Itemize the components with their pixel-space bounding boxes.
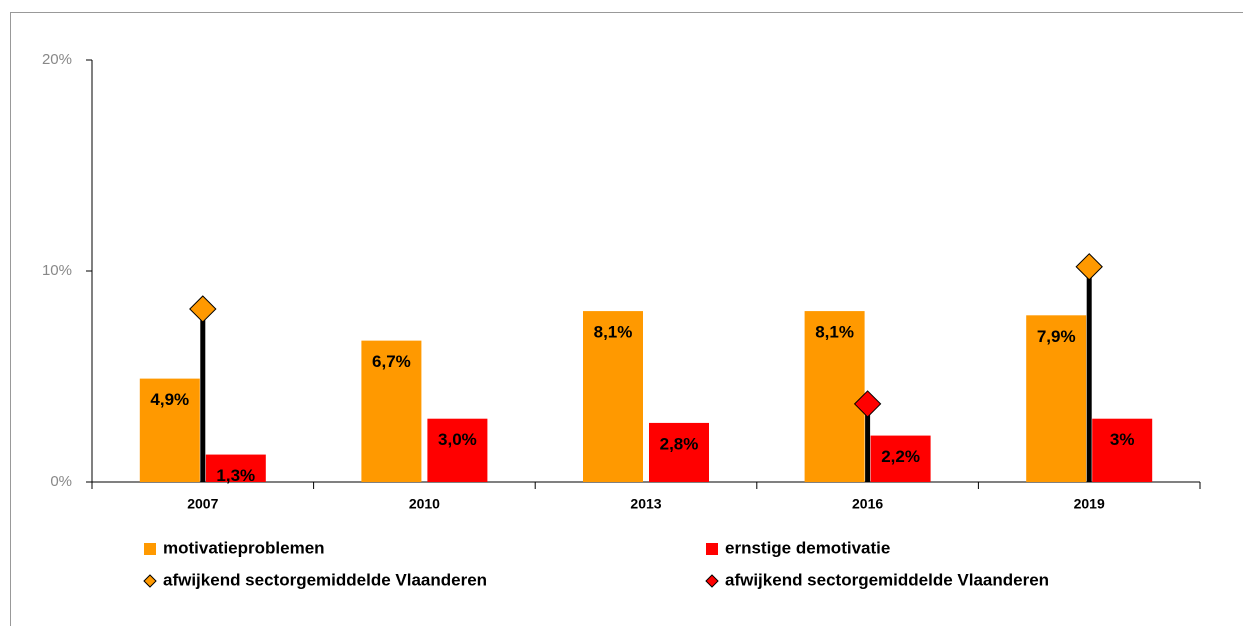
legend-marker bbox=[143, 574, 157, 588]
data-label: 8,1% bbox=[815, 323, 854, 342]
legend-label: afwijkend sectorgemiddelde Vlaanderen bbox=[163, 570, 487, 589]
legend-marker bbox=[706, 543, 718, 555]
bar bbox=[870, 435, 931, 482]
legend-marker bbox=[705, 574, 719, 588]
bar bbox=[1026, 315, 1087, 482]
bar bbox=[583, 311, 643, 482]
bar bbox=[205, 454, 266, 482]
x-tick-label: 2007 bbox=[187, 496, 218, 512]
data-label: 3,0% bbox=[438, 430, 477, 449]
data-label: 2,2% bbox=[881, 447, 920, 466]
bar bbox=[1092, 418, 1153, 482]
y-tick-label: 10% bbox=[42, 262, 72, 279]
diamond-marker bbox=[853, 390, 882, 418]
y-tick-label: 20% bbox=[42, 51, 72, 68]
data-label: 3% bbox=[1110, 430, 1135, 449]
x-tick-label: 2013 bbox=[630, 496, 661, 512]
bar bbox=[427, 418, 488, 482]
legend-label: motivatieproblemen bbox=[163, 538, 325, 557]
bar bbox=[139, 378, 200, 482]
data-label: 1,3% bbox=[216, 466, 255, 485]
legend-label: ernstige demotivatie bbox=[725, 538, 890, 557]
bar bbox=[804, 311, 865, 482]
data-label: 6,7% bbox=[372, 352, 411, 371]
diamond-marker bbox=[189, 295, 217, 323]
chart-border bbox=[10, 12, 1243, 626]
bar bbox=[361, 340, 422, 482]
legend-marker bbox=[144, 543, 156, 555]
x-tick-label: 2016 bbox=[852, 496, 883, 512]
x-tick-label: 2010 bbox=[409, 496, 440, 512]
data-label: 2,8% bbox=[660, 434, 699, 453]
data-label: 8,1% bbox=[594, 323, 633, 342]
diamond-marker bbox=[1075, 253, 1103, 281]
x-tick-label: 2019 bbox=[1074, 496, 1105, 512]
data-label: 4,9% bbox=[150, 390, 189, 409]
legend-label: afwijkend sectorgemiddelde Vlaanderen bbox=[725, 570, 1049, 589]
bar bbox=[649, 422, 709, 482]
data-label: 7,9% bbox=[1037, 327, 1076, 346]
y-tick-label: 0% bbox=[50, 473, 72, 490]
